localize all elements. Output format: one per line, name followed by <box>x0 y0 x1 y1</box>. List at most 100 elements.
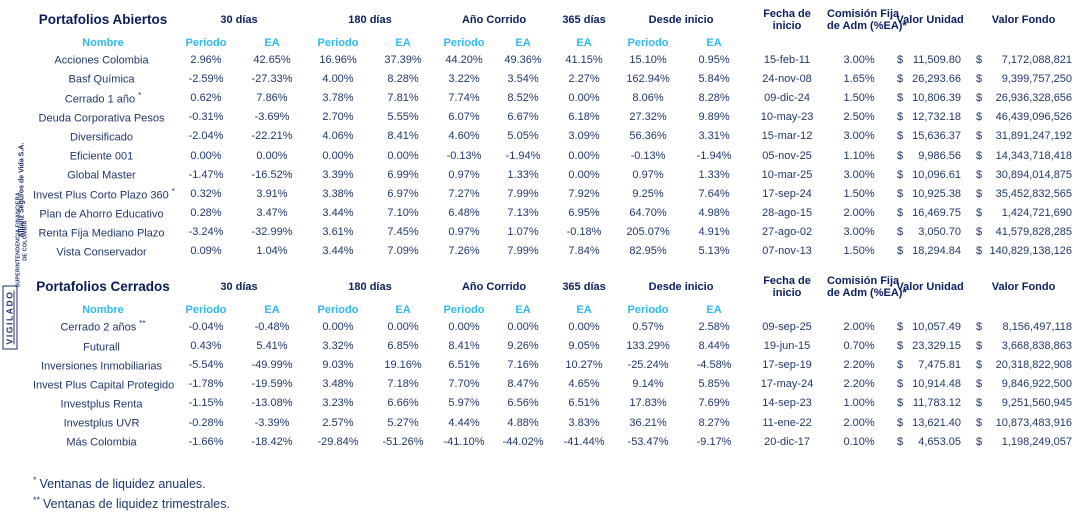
cell-30d-periodo: -1.78% <box>188 378 224 391</box>
cell-portfolio-name: Eficiente 001 <box>69 150 134 163</box>
currency-symbol: $ <box>897 91 904 104</box>
cell-fund-value: $ 9,846,922,500 <box>976 378 1073 391</box>
cell-180d-ea: 7.18% <box>387 378 419 391</box>
cell-inception-periodo: 205.07% <box>626 226 670 239</box>
cell-180d-periodo: 3.48% <box>322 378 354 391</box>
cell-inception-ea: 3.31% <box>698 130 730 143</box>
currency-symbol: $ <box>976 226 983 239</box>
subheader-ea: EA <box>515 303 531 316</box>
cell-ytd-ea: 4.88% <box>507 416 539 429</box>
cell-ytd-ea: 3.54% <box>507 72 539 85</box>
currency-symbol: $ <box>897 435 904 448</box>
cell-ytd-periodo: -0.13% <box>446 149 482 162</box>
cell-start-date: 27-ago-02 <box>761 226 813 239</box>
cell-unit-value: $ 10,096.61 <box>897 168 962 181</box>
cell-30d-periodo: -1.47% <box>188 168 224 181</box>
cell-inception-ea: 5.84% <box>698 72 730 85</box>
cell-unit-value: $ 7,475.81 <box>897 359 962 372</box>
cell-180d-ea: 6.85% <box>387 339 419 352</box>
cell-365d-ea: 41.15% <box>565 53 603 66</box>
cell-30d-periodo: 0.09% <box>190 245 222 258</box>
currency-symbol: $ <box>976 320 983 333</box>
cell-unit-value: $ 10,806.39 <box>897 91 962 104</box>
cell-unit-value: $ 10,057.49 <box>897 320 962 333</box>
cell-fund-value: $ 26,936,328,656 <box>976 91 1073 104</box>
subheader-periodo: Periodo <box>185 303 227 316</box>
cell-30d-periodo: -3.24% <box>188 226 224 239</box>
cell-30d-ea: 3.47% <box>256 207 288 220</box>
cell-portfolio-name: Renta Fija Mediano Plazo <box>38 227 165 240</box>
cell-inception-ea: 0.95% <box>698 53 730 66</box>
currency-symbol: $ <box>976 187 983 200</box>
table-row: Eficiente 001 0.00% 0.00% 0.00% 0.00% -0… <box>33 146 1078 165</box>
cell-ytd-ea: 8.47% <box>507 378 539 391</box>
cell-fund-value: $ 7,172,088,821 <box>976 53 1073 66</box>
open-portfolios-table: Portafolios Abiertos 30 días 180 días Añ… <box>33 4 1078 261</box>
cell-180d-ea: 0.00% <box>387 320 419 333</box>
cell-unit-value: $ 9,986.56 <box>897 149 962 162</box>
cell-start-date: 17-may-24 <box>760 378 814 391</box>
cell-inception-periodo: 15.10% <box>629 53 667 66</box>
cell-fund-value: $ 30,894,014,875 <box>976 168 1073 181</box>
cell-30d-ea: -49.99% <box>251 359 293 372</box>
cell-180d-periodo: 3.23% <box>322 397 354 410</box>
cell-365d-ea: 0.00% <box>568 320 600 333</box>
subheader-periodo: Periodo <box>627 36 669 49</box>
cell-portfolio-name: Cerrado 1 año * <box>64 90 142 106</box>
cell-fund-value: $ 31,891,247,192 <box>976 130 1073 143</box>
cell-start-date: 15-mar-12 <box>761 130 813 143</box>
cell-30d-ea: 1.04% <box>256 245 288 258</box>
cell-ytd-ea: 7.13% <box>507 207 539 220</box>
subheader-periodo: Periodo <box>627 303 669 316</box>
col-group-30-dias: 30 días <box>220 280 258 293</box>
currency-symbol: $ <box>897 339 904 352</box>
cell-inception-periodo: 9.14% <box>632 378 664 391</box>
table-row: Más Colombia -1.66% -18.42% -29.84% -51.… <box>33 432 1078 451</box>
footnote-quarterly-liquidity: ** Ventanas de liquidez trimestrales. <box>33 495 230 512</box>
subheader-ea: EA <box>576 36 592 49</box>
subheader-ea: EA <box>264 36 280 49</box>
cell-admin-fee: 3.00% <box>843 226 875 239</box>
cell-start-date: 11-ene-22 <box>762 416 812 429</box>
cell-portfolio-name: Plan de Ahorro Educativo <box>39 208 164 221</box>
cell-365d-ea: 0.00% <box>568 168 600 181</box>
table-row: Acciones Colombia 2.96% 42.65% 16.96% 37… <box>33 50 1078 69</box>
cell-30d-ea: -22.21% <box>251 130 293 143</box>
cell-ytd-periodo: 8.41% <box>448 339 480 352</box>
cell-start-date: 24-nov-08 <box>762 72 812 85</box>
currency-symbol: $ <box>897 378 904 391</box>
cell-180d-periodo: -29.84% <box>317 435 359 448</box>
cell-portfolio-name: Vista Conservador <box>56 246 147 259</box>
cell-365d-ea: 10.27% <box>565 359 603 372</box>
cell-portfolio-name: Acciones Colombia <box>54 54 149 67</box>
cell-unit-value: $ 13,621.40 <box>897 416 962 429</box>
cell-180d-periodo: 16.96% <box>319 53 357 66</box>
cell-fund-value: $ 10,873,483,916 <box>976 416 1073 429</box>
currency-symbol: $ <box>976 91 983 104</box>
cell-180d-ea: 7.81% <box>387 91 419 104</box>
currency-symbol: $ <box>897 72 904 85</box>
cell-180d-ea: -51.26% <box>382 435 424 448</box>
cell-inception-periodo: -53.47% <box>627 435 669 448</box>
cell-unit-value: $ 23,329.15 <box>897 339 962 352</box>
cell-30d-periodo: 2.96% <box>190 53 222 66</box>
subheader-ea: EA <box>264 303 280 316</box>
cell-ytd-periodo: 0.00% <box>448 320 480 333</box>
currency-symbol: $ <box>897 111 904 124</box>
currency-symbol: $ <box>976 53 983 66</box>
cell-inception-periodo: 64.70% <box>629 207 667 220</box>
cell-admin-fee: 2.50% <box>843 111 875 124</box>
cell-30d-ea: -3.39% <box>254 416 290 429</box>
cell-ytd-ea: 7.16% <box>507 359 539 372</box>
col-group-365-dias: 365 días <box>562 13 606 26</box>
col-header-valor-unidad: Valor Unidad <box>896 13 964 26</box>
cell-unit-value: $ 3,050.70 <box>897 226 962 239</box>
table-row: Invest Plus Corto Plazo 360 * 0.32% 3.91%… <box>33 184 1078 203</box>
cell-30d-ea: -3.69% <box>254 111 290 124</box>
cell-ytd-periodo: 7.26% <box>448 245 480 258</box>
cell-inception-ea: 5.13% <box>698 245 730 258</box>
currency-symbol: $ <box>976 359 983 372</box>
currency-symbol: $ <box>897 397 904 410</box>
cell-inception-periodo: 27.32% <box>629 111 667 124</box>
subheader-periodo: Periodo <box>185 36 227 49</box>
